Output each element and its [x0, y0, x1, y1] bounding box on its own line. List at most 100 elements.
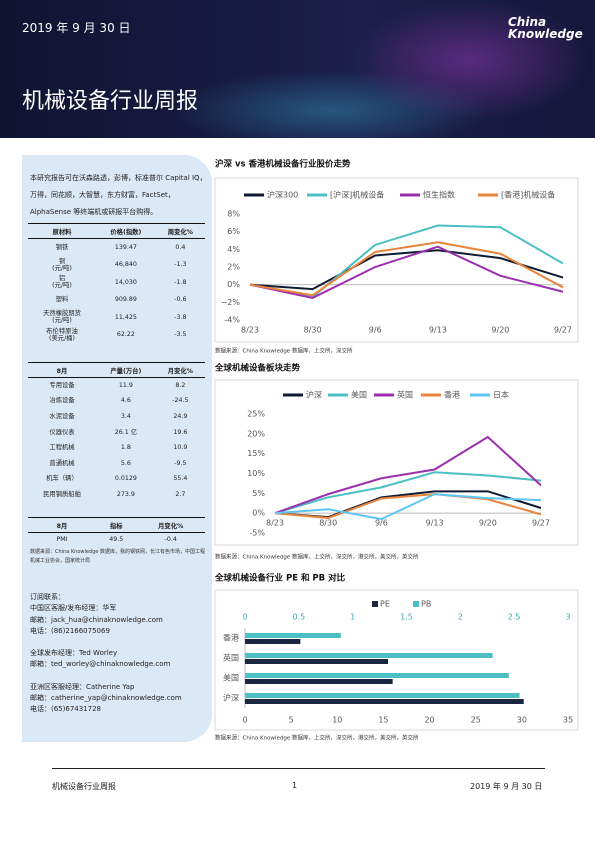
chart-source: 数据来源：China Knowledge 数据库，上交所，深交所，港交所，美交所…	[215, 553, 419, 561]
legend-swatch	[372, 601, 378, 607]
table-row: 工程机械 1.8 10.9	[28, 440, 205, 456]
report-title: 机械设备行业周报	[22, 89, 199, 114]
series-line	[249, 245, 564, 299]
logo-line: China	[508, 15, 547, 29]
x-tick-label: 9/27	[554, 326, 572, 335]
contact-line: 中国区客服/发布经理：华军	[30, 604, 117, 613]
legend-label: 香港	[444, 390, 460, 400]
y-tick-label: 20%	[247, 429, 265, 438]
x-tick-label: 9/20	[491, 326, 509, 335]
data-table: 8月 指标 月变化% PMI 49.5 -0.4	[28, 517, 205, 547]
series-line	[274, 435, 542, 515]
table-cell: 8.2	[175, 382, 186, 390]
header-row: 原材料 价格(指数) 周变化%	[28, 223, 205, 239]
legend-label: [香港]机械设备	[501, 190, 555, 200]
series-line	[274, 471, 542, 515]
table-cell: 普通机械	[49, 459, 75, 467]
table-cell: 19.6	[173, 428, 188, 436]
series-line	[249, 249, 564, 291]
column-header: 8月	[28, 362, 96, 378]
x-tick-label: 9/20	[479, 519, 497, 528]
y-tick-label: -4%	[224, 316, 240, 325]
contact-line: 电话：(65)67431728	[30, 705, 101, 714]
legend-label: 沪深	[306, 390, 322, 400]
x-tick-label: 30	[517, 716, 527, 725]
column-header: 月变化%	[136, 517, 205, 533]
table-row: PMI 49.5 -0.4	[28, 533, 205, 547]
table-row: 布伦特原油 (美元/桶) 62.22 -3.5	[28, 326, 205, 344]
table-cell: 民用钢质船舶	[43, 490, 81, 498]
y-tick-label: 0%	[252, 509, 265, 518]
legend-label: 沪深300	[267, 190, 298, 200]
y-tick-label: 6%	[227, 227, 240, 236]
table-cell: 铜 (元/吨)	[52, 257, 72, 272]
table-cell: -24.5	[172, 397, 189, 405]
y-tick-label: 5%	[252, 489, 265, 498]
y-tick-label: 25%	[247, 410, 265, 419]
table-cell: 钢铁	[55, 244, 69, 251]
y-tick-label: 8%	[227, 210, 240, 219]
table-cell: 26.1 亿	[114, 428, 138, 436]
bar	[245, 653, 493, 658]
bar	[245, 699, 524, 704]
footer-right: 2019 年 9 月 30 日	[470, 782, 543, 791]
table-cell: 3.4	[120, 412, 131, 420]
banner	[0, 0, 595, 138]
series-line	[274, 493, 542, 521]
y-tick-label: −2%	[221, 298, 241, 307]
column-header: 月变化%	[155, 362, 205, 378]
y-tick-label: -5%	[249, 529, 265, 538]
x-tick-label: 8/23	[241, 326, 259, 335]
footer-left: 机械设备行业周报	[52, 782, 116, 791]
table-cell: 273.9	[116, 490, 135, 498]
x-tick-label: 0	[242, 716, 247, 725]
table-row: 铝 (元/吨) 14,030 -1.8	[28, 274, 205, 292]
table-cell: 塑料	[55, 296, 69, 304]
x-tick-label: 8/30	[304, 326, 322, 335]
contact-line: 邮箱：catherine_yap@chinaknowledge.com	[30, 694, 182, 703]
x-tick-label: 20	[424, 716, 434, 725]
table-row: 铜 (元/吨) 46,840 -1.3	[28, 256, 205, 274]
y-tick-label: 10%	[247, 469, 265, 478]
x-tick-label: 35	[563, 716, 573, 725]
logo: China Knowledge	[508, 16, 583, 40]
table-row: 民用钢质船舶 273.9 2.7	[28, 487, 205, 503]
x-tick-label: 9/6	[375, 519, 388, 528]
table-cell: -3.5	[174, 331, 187, 339]
y-tick-label: 15%	[247, 449, 265, 458]
bar	[245, 659, 389, 664]
bar	[245, 673, 509, 678]
contact-group: 亚洲区客服经理：Catherine Yap 邮箱：catherine_yap@ch…	[30, 682, 210, 716]
data-table: 8月 产量(万台) 月变化% 专用设备 11.9 8.2 冶炼设备 4.6 -24.5 水泥设备 3…	[28, 362, 205, 502]
column-header: 周变化%	[155, 223, 205, 239]
bar	[245, 693, 520, 698]
y-tick-label: 美国	[223, 673, 239, 683]
contact-line: 全球发布经理：Ted Worley	[30, 649, 118, 658]
report-date: 2019 年 9 月 30 日	[22, 21, 131, 35]
y-tick-label: 4%	[227, 245, 240, 254]
contact-line: 邮箱：jack_hua@chinaknowledge.com	[30, 615, 163, 624]
table-row: 水泥设备 3.4 24.9	[28, 409, 205, 425]
column-header: 指标	[96, 517, 137, 533]
column-header: 原材料	[28, 223, 96, 239]
table-cell: 5.6	[120, 459, 131, 467]
legend-label: PB	[421, 600, 431, 609]
intro: 本研究报告可在沃森路透，彭博，标准普尔 Capital IQ，万得，同花顺，大智…	[30, 174, 207, 216]
x2-tick-label: 2	[458, 613, 463, 622]
table-cell: PMI	[56, 536, 68, 544]
footer-rule	[52, 768, 545, 769]
table-cell: -1.3	[174, 261, 187, 269]
table-cell: -0.4	[164, 536, 177, 544]
chart-frame	[214, 379, 579, 546]
column-header: 8月	[28, 517, 96, 533]
legend-label: 美国	[351, 390, 367, 400]
table-cell: 139.47	[114, 244, 137, 251]
x-tick-label: 25	[471, 716, 481, 725]
header-row: 8月 指标 月变化%	[28, 517, 205, 533]
table-cell: -9.5	[174, 459, 187, 467]
x-tick-label: 15	[378, 716, 388, 725]
table-cell: 专用设备	[49, 382, 75, 390]
x2-tick-label: 0	[242, 613, 247, 622]
contacts: 订阅联系： 中国区客服/发布经理：华军 邮箱：jack_hua@chinaknowl…	[30, 592, 210, 727]
x-tick-label: 9/13	[429, 326, 447, 335]
